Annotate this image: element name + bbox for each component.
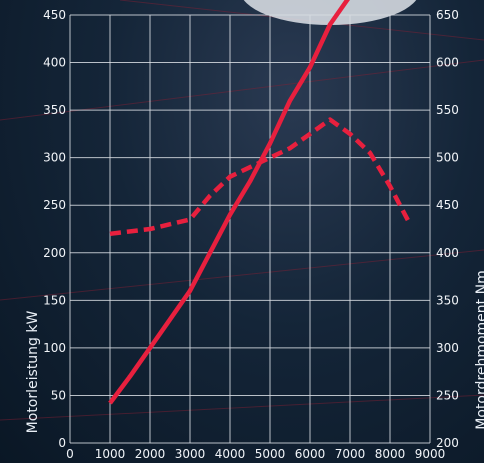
- x-tick-label: 1000: [95, 447, 126, 461]
- left-y-tick-label: 400: [43, 56, 66, 70]
- x-tick-labels: 0 1000 2000 3000 4000 5000 6000 7000 8000 9000: [66, 447, 445, 461]
- torque-curve: [109, 117, 412, 237]
- right-y-tick-label: 400: [436, 246, 459, 260]
- background-highlight: [243, 0, 417, 25]
- power-curve: [108, 0, 350, 405]
- right-axis-title: Motordrehmoment Nm: [474, 270, 484, 429]
- chart-grid: [69, 14, 431, 444]
- x-tick-label: 4000: [215, 447, 246, 461]
- right-y-tick-label: 500: [436, 151, 459, 165]
- left-y-tick-label: 50: [51, 388, 66, 402]
- right-y-tick-label: 450: [436, 198, 459, 212]
- right-y-tick-label: 350: [436, 293, 459, 307]
- x-tick-label: 7000: [335, 447, 366, 461]
- right-y-tick-label: 250: [436, 388, 459, 402]
- left-y-tick-label: 300: [43, 151, 66, 165]
- background-streak: [0, 394, 484, 421]
- left-y-tick-label: 350: [43, 103, 66, 117]
- x-tick-label: 0: [66, 447, 74, 461]
- left-y-tick-label: 150: [43, 293, 66, 307]
- x-tick-label: 3000: [175, 447, 206, 461]
- right-y-tick-label: 650: [436, 8, 459, 22]
- left-y-tick-labels: 0 50 100 150 200 250 300 350 400 450: [43, 8, 66, 450]
- right-y-tick-label: 600: [436, 56, 459, 70]
- right-y-tick-label: 300: [436, 341, 459, 355]
- background-decor: [0, 0, 484, 421]
- chart-series: [108, 0, 412, 405]
- background-streak: [0, 59, 484, 121]
- background-streak: [0, 249, 484, 301]
- x-tick-label: 8000: [375, 447, 406, 461]
- left-y-tick-label: 250: [43, 198, 66, 212]
- x-tick-label: 2000: [135, 447, 166, 461]
- right-y-tick-labels: 200 250 300 350 400 450 500 550 600 650: [436, 8, 459, 450]
- x-tick-label: 5000: [255, 447, 286, 461]
- x-tick-label: 6000: [295, 447, 326, 461]
- left-y-tick-label: 0: [58, 436, 66, 450]
- left-y-tick-label: 200: [43, 246, 66, 260]
- x-tick-label: 9000: [415, 447, 446, 461]
- right-y-tick-label: 200: [436, 436, 459, 450]
- right-y-tick-label: 550: [436, 103, 459, 117]
- left-y-tick-label: 100: [43, 341, 66, 355]
- left-y-tick-label: 450: [43, 8, 66, 22]
- left-axis-title: Motorleistung kW: [25, 311, 41, 434]
